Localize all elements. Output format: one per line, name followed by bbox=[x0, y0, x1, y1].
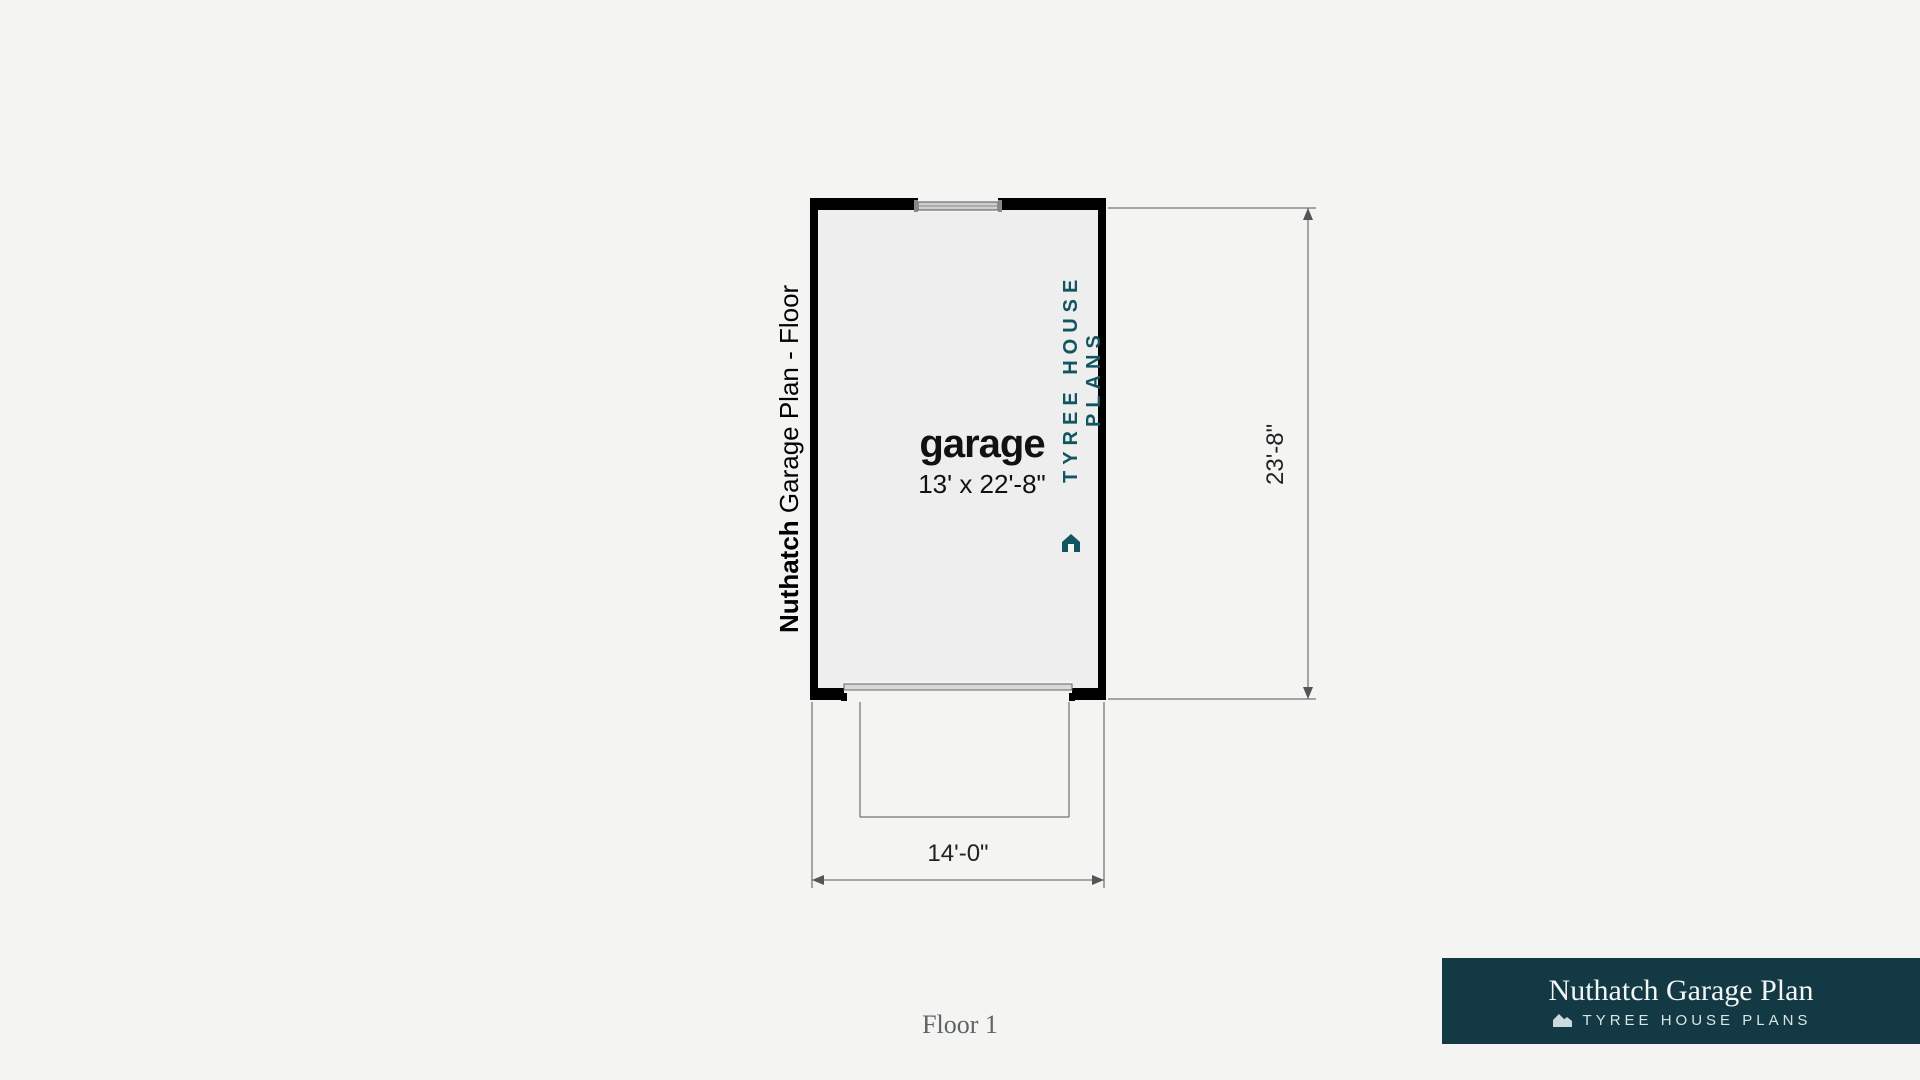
badge-house-icon bbox=[1551, 1012, 1573, 1028]
watermark-text: TYREE HOUSE PLANS bbox=[1060, 228, 1106, 528]
room-label: garage bbox=[882, 422, 1082, 467]
dimension-vertical-label: 23'-8" bbox=[1262, 394, 1290, 514]
side-title: Nuthatch Garage Plan - Floor bbox=[774, 234, 805, 684]
watermark-house-icon bbox=[1058, 530, 1084, 554]
badge-subtitle: TYREE HOUSE PLANS bbox=[1583, 1012, 1812, 1029]
dimension-horizontal-label: 14'-0" bbox=[908, 840, 1008, 868]
side-title-bold: Nuthatch bbox=[774, 520, 804, 633]
door-extension-lines bbox=[858, 702, 1071, 821]
room-label-block: garage13' x 22'-8" bbox=[882, 422, 1082, 500]
brand-badge: Nuthatch Garage Plan TYREE HOUSE PLANS bbox=[1442, 958, 1920, 1044]
badge-subtitle-row: TYREE HOUSE PLANS bbox=[1551, 1012, 1812, 1029]
room-dimensions: 13' x 22'-8" bbox=[882, 469, 1082, 500]
badge-title: Nuthatch Garage Plan bbox=[1549, 974, 1814, 1008]
side-title-rest: Garage Plan - Floor bbox=[774, 285, 804, 521]
dimension-vertical bbox=[1108, 198, 1328, 709]
